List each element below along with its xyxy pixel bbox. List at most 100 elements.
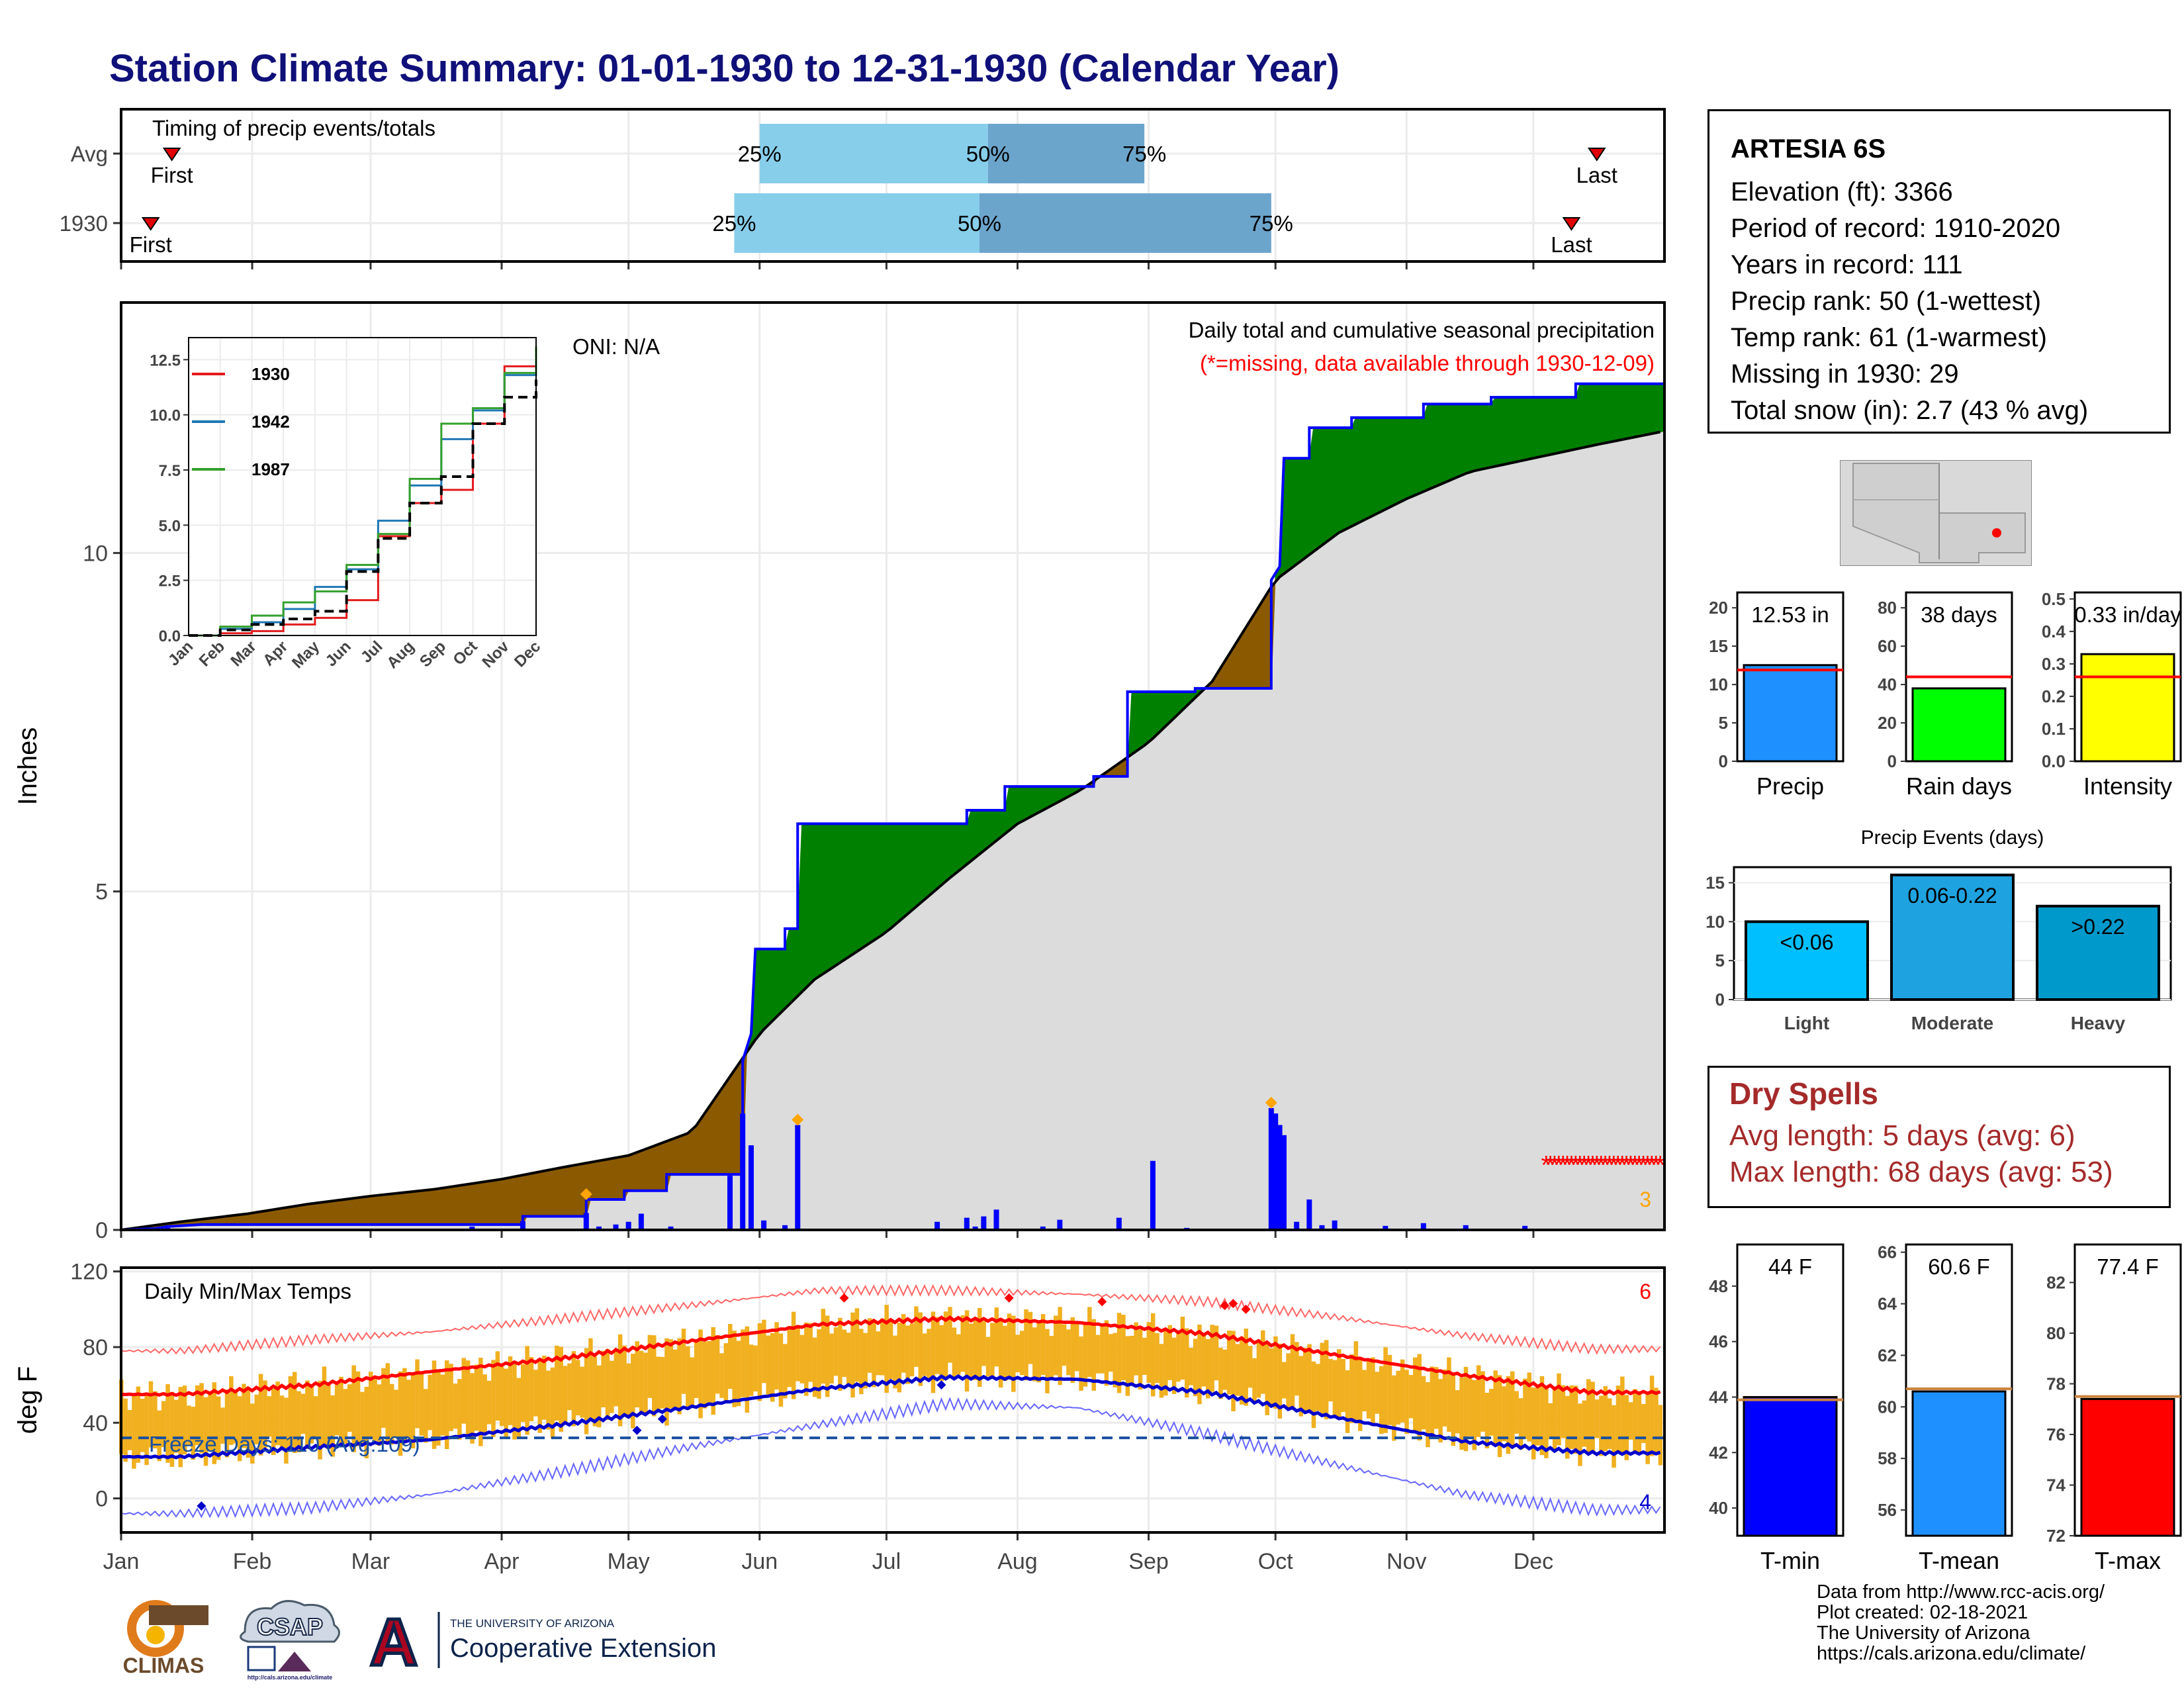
station-period: Period of record: 1910-2020	[1731, 214, 2061, 243]
daily-temp-bar	[1286, 1353, 1291, 1408]
daily-temp-bar	[478, 1357, 483, 1446]
summary-ytick-label: 58	[1878, 1448, 1897, 1468]
surplus-segment	[1621, 383, 1627, 440]
precip-annotation-missing: (*=missing, data available through 1930-…	[1200, 351, 1655, 375]
daily-temp-bar	[796, 1326, 800, 1382]
summary-bar	[1743, 664, 1838, 763]
csap-logo: CSAP http://cals.arizona.edu/climate	[240, 1600, 340, 1681]
surplus-segment	[940, 823, 946, 886]
daily-temp-bar	[161, 1401, 166, 1448]
daily-temp-bar	[1146, 1322, 1152, 1383]
surplus-segment	[1524, 397, 1530, 461]
deficit-segment	[729, 1069, 735, 1175]
daily-temp-bar	[529, 1356, 534, 1421]
daily-temp-bar	[148, 1381, 154, 1448]
summary-value-label: 38 days	[1921, 602, 1997, 627]
daily-temp-bar	[339, 1376, 343, 1444]
surplus-segment	[903, 823, 908, 919]
missing-day-marker: *	[1579, 1151, 1590, 1180]
summary-ytick-label: 0.4	[2042, 622, 2066, 641]
daily-temp-bar	[415, 1359, 420, 1429]
deficit-segment	[476, 1182, 481, 1225]
surplus-segment	[1558, 397, 1564, 453]
precip-events-chart: Precip Events (days) 0 5 10 15 <0.06 Light 0.06…	[1706, 827, 2172, 1033]
daily-temp-bar	[1205, 1338, 1210, 1399]
surplus-segment	[1647, 383, 1653, 436]
inset-xtick-label: Aug	[383, 637, 418, 672]
inset-xtick-label: Sep	[416, 637, 449, 671]
daily-temp-bar	[1375, 1372, 1380, 1414]
daily-temp-bar	[605, 1348, 610, 1421]
daily-temp-bar	[444, 1360, 449, 1450]
inset-ytick-label: 10.0	[150, 407, 181, 425]
daily-temp-bar	[1484, 1392, 1490, 1448]
daily-temp-bar	[1095, 1335, 1101, 1374]
surplus-segment	[1347, 427, 1352, 530]
daily-temp-bar	[292, 1372, 297, 1453]
inset-legend-label: 1930	[251, 364, 290, 384]
ua-logo: A THE UNIVERSITY OF ARIZONA Cooperative …	[361, 1604, 716, 1675]
events-ytick-label: 0	[1715, 990, 1725, 1009]
daily-temp-bar	[690, 1357, 695, 1407]
surplus-segment	[869, 823, 874, 944]
daily-temp-bar	[1049, 1336, 1054, 1380]
daily-temp-bar	[1590, 1382, 1595, 1454]
deficit-segment	[433, 1188, 439, 1225]
missing-day-marker: *	[1609, 1151, 1619, 1180]
daily-temp-bar	[334, 1382, 340, 1436]
missing-day-marker: *	[1583, 1151, 1594, 1180]
daily-temp-bar	[1480, 1371, 1485, 1432]
timing-last-marker	[1562, 217, 1581, 231]
timing-first-marker	[162, 148, 181, 162]
daily-temp-bar	[1468, 1378, 1473, 1436]
daily-temp-bar	[355, 1371, 361, 1446]
daily-temp-bar	[432, 1360, 437, 1449]
missing-day-marker: *	[1621, 1151, 1632, 1180]
daily-temp-bar	[833, 1327, 839, 1376]
surplus-segment	[860, 823, 866, 950]
daily-precip-bar	[1383, 1225, 1388, 1230]
summary-ytick-label: 5	[1719, 713, 1728, 733]
deficit-segment	[560, 1166, 566, 1217]
daily-temp-bar	[1654, 1387, 1659, 1453]
daily-precip-bar	[469, 1226, 475, 1230]
daily-temp-bar	[195, 1385, 200, 1446]
summary-value-label: 44 F	[1768, 1254, 1812, 1279]
deficit-segment	[636, 1150, 642, 1192]
surplus-segment	[823, 823, 828, 975]
surplus-segment	[793, 928, 798, 1002]
temp-chart: Jan Feb Mar Apr May Jun Jul Aug Sep Oct Nov Dec 0 40 8…	[13, 1260, 1666, 1574]
station-years: Years in record: 111	[1731, 250, 1963, 279]
daily-temp-bar	[854, 1308, 860, 1382]
daily-temp-bar	[486, 1380, 492, 1425]
daily-temp-bar	[656, 1356, 660, 1411]
daily-temp-bar	[842, 1329, 847, 1378]
daily-temp-bar	[1214, 1325, 1219, 1381]
daily-temp-bar	[470, 1373, 475, 1444]
daily-temp-bar	[897, 1323, 902, 1393]
deficit-segment	[437, 1188, 443, 1225]
daily-temp-bar	[410, 1372, 416, 1449]
deficit-segment	[298, 1204, 304, 1225]
daily-temp-bar	[1353, 1341, 1359, 1420]
temp-ytick-label: 0	[95, 1487, 108, 1512]
surplus-segment	[788, 928, 794, 1006]
deficit-segment	[264, 1209, 270, 1225]
daily-temp-bar	[537, 1359, 543, 1433]
surplus-segment	[987, 810, 993, 849]
daily-temp-bar	[1011, 1315, 1016, 1392]
daily-temp-bar	[762, 1319, 766, 1383]
timing-label-50: 50%	[966, 142, 1010, 166]
deficit-segment	[594, 1160, 600, 1200]
daily-temp-bar	[461, 1358, 467, 1424]
deficit-segment	[366, 1196, 371, 1225]
daily-precip-bar	[1277, 1125, 1283, 1230]
daily-temp-bar	[326, 1382, 331, 1450]
daily-temp-bar	[1569, 1385, 1574, 1449]
deficit-segment	[712, 1094, 718, 1175]
deficit-segment	[324, 1201, 329, 1225]
daily-precip-bar	[972, 1226, 978, 1230]
timing-title: Timing of precip events/totals	[152, 116, 435, 140]
daily-temp-bar	[377, 1384, 382, 1446]
surplus-segment	[1651, 383, 1657, 434]
